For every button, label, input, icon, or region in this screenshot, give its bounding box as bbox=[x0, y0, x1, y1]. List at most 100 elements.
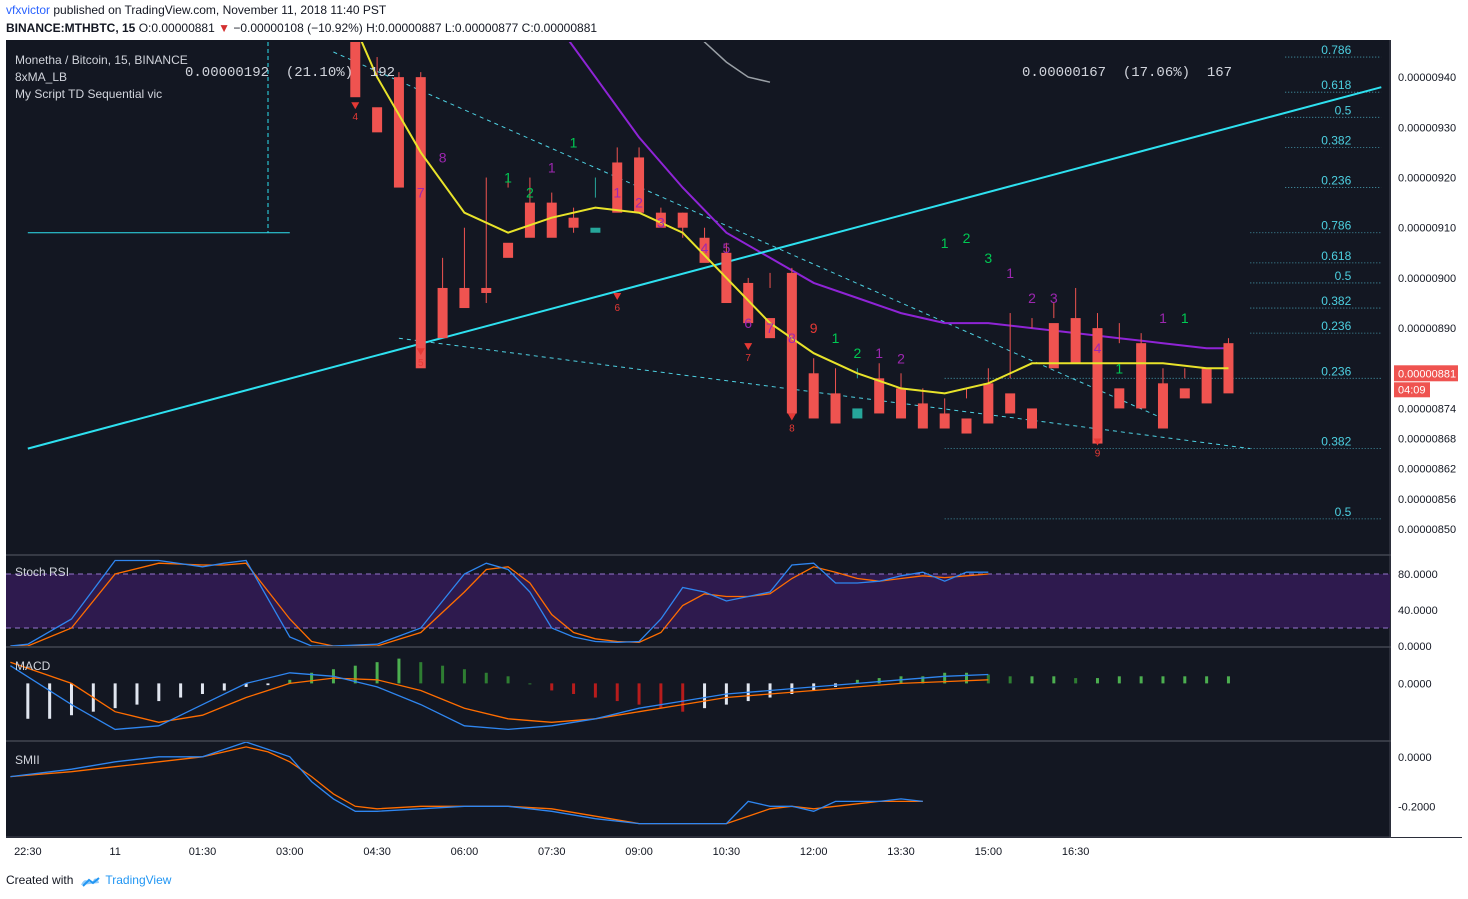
td-count-label: 7 bbox=[417, 185, 425, 201]
macd-histogram-bar bbox=[179, 683, 183, 698]
macd-histogram-bar bbox=[135, 683, 139, 705]
fib-middle-level-label: 0.786 bbox=[1321, 219, 1351, 233]
macd-histogram-bar bbox=[157, 683, 161, 702]
td-count-label: 1 bbox=[1159, 310, 1167, 326]
candle-down bbox=[415, 77, 426, 369]
open-label: O: bbox=[138, 21, 152, 35]
candle-down bbox=[503, 242, 514, 258]
macd-histogram-bar bbox=[397, 658, 401, 684]
fib-lower-level-label: 0.5 bbox=[1335, 505, 1352, 519]
td-count-label: 1 bbox=[832, 330, 840, 346]
close-label: C: bbox=[521, 21, 534, 35]
fib-middle-level-label: 0.236 bbox=[1321, 319, 1351, 333]
fib-upper-level-label: 0.382 bbox=[1321, 133, 1351, 147]
macd-histogram-bar bbox=[681, 683, 685, 712]
pane-title-stoch: Stoch RSI bbox=[15, 565, 69, 579]
candle-up bbox=[590, 227, 601, 233]
macd-histogram-bar bbox=[703, 683, 707, 709]
candle-down bbox=[896, 388, 907, 419]
channel-lower-line bbox=[398, 337, 1251, 450]
macd-histogram-bar bbox=[637, 683, 641, 705]
price-tick-label: 0.00000856 bbox=[1398, 494, 1456, 506]
author-link[interactable]: vfxvictor bbox=[6, 3, 51, 17]
td-count-label: 9 bbox=[810, 320, 818, 336]
time-axis-background bbox=[6, 838, 1462, 860]
time-tick-label: 09:00 bbox=[625, 846, 653, 858]
td-count-label: 4 bbox=[1094, 340, 1102, 356]
tradingview-logo-icon bbox=[81, 877, 101, 887]
footer: Created with TradingView bbox=[6, 873, 171, 888]
ma-slow-line bbox=[568, 42, 1229, 350]
macd-histogram-bar bbox=[69, 683, 73, 716]
time-tick-label: 04:30 bbox=[363, 846, 391, 858]
macd-histogram-bar bbox=[353, 665, 357, 684]
stoch-d-line bbox=[10, 562, 989, 646]
candle-down bbox=[481, 287, 492, 293]
macd-histogram-bar bbox=[200, 683, 204, 694]
channel-upper-line bbox=[333, 51, 1164, 419]
macd-histogram-bar bbox=[1030, 676, 1034, 684]
td-count-label: 2 bbox=[963, 230, 971, 246]
macd-line bbox=[10, 665, 989, 731]
measure-label-right: 0.00000167 (17.06%) 167 bbox=[1022, 65, 1232, 81]
macd-histogram-bar bbox=[965, 672, 969, 684]
td-count-label: 6 bbox=[744, 315, 752, 331]
macd-histogram-bar bbox=[310, 672, 314, 684]
candle-down bbox=[1157, 383, 1168, 429]
candle-down bbox=[677, 212, 688, 228]
td-sell-arrow-icon bbox=[744, 343, 753, 351]
macd-histogram-bar bbox=[943, 672, 947, 684]
fib-upper-level-label: 0.5 bbox=[1335, 103, 1352, 117]
pane-title-smii: SMII bbox=[15, 753, 40, 767]
td-count-label: 2 bbox=[526, 185, 534, 201]
footer-brand-link[interactable]: TradingView bbox=[105, 873, 172, 887]
chart-area[interactable]: 0.786 0.618 0.5 0.382 0.236 0.786 0.618 0.5 0.38… bbox=[6, 40, 1462, 860]
td-sell-arrow-icon bbox=[787, 413, 796, 421]
low-value: 0.00000877 bbox=[454, 21, 519, 35]
legend-title: Monetha / Bitcoin, 15, BINANCE bbox=[15, 53, 188, 67]
high-label: H: bbox=[366, 21, 379, 35]
td-count-label: 8 bbox=[788, 330, 796, 346]
ohlc-bar: BINANCE:MTHBTC, 15 O:0.00000881 ▼ −0.000… bbox=[6, 21, 597, 35]
macd-histogram-bar bbox=[441, 665, 445, 684]
time-tick-label: 16:30 bbox=[1062, 846, 1090, 858]
td-sell-arrow-icon bbox=[416, 348, 425, 356]
macd-histogram-bar bbox=[375, 662, 379, 684]
macd-histogram-bar bbox=[1205, 676, 1209, 684]
fib-upper-level-label: 0.236 bbox=[1321, 174, 1351, 188]
macd-histogram-bar bbox=[921, 676, 925, 684]
fib-middle-level-label: 0.382 bbox=[1321, 294, 1351, 308]
td-count-label: 1 bbox=[548, 160, 556, 176]
macd-histogram-bar bbox=[48, 683, 52, 719]
macd-histogram-bar bbox=[1117, 676, 1121, 684]
footer-created-with: Created with bbox=[6, 873, 74, 887]
macd-histogram-bar bbox=[288, 679, 292, 684]
candle-down bbox=[983, 383, 994, 424]
candle-down bbox=[1114, 388, 1125, 409]
macd-histogram-bar bbox=[1161, 676, 1165, 684]
td-count-label: 1 bbox=[1181, 310, 1189, 326]
candle-down bbox=[765, 318, 776, 339]
macd-signal-line bbox=[10, 661, 989, 723]
candle-down bbox=[786, 272, 797, 414]
td-count-label: 1 bbox=[1115, 360, 1123, 376]
stoch-band bbox=[6, 574, 1390, 628]
td-arrow-label: 6 bbox=[614, 303, 620, 314]
candle-up bbox=[852, 408, 863, 419]
price-tick-label: 0.00000930 bbox=[1398, 122, 1456, 134]
td-arrow-label: 5 bbox=[418, 358, 424, 369]
candle-down bbox=[830, 393, 841, 424]
macd-histogram-bar bbox=[1052, 676, 1056, 684]
macd-histogram-bar bbox=[659, 683, 663, 709]
candle-down bbox=[1005, 393, 1016, 414]
fib-lower-level-label: 0.382 bbox=[1321, 435, 1351, 449]
candle-down bbox=[350, 42, 361, 98]
candle-down bbox=[459, 287, 470, 309]
td-count-label: 1 bbox=[504, 170, 512, 186]
candle-down bbox=[699, 237, 710, 263]
candle-down bbox=[743, 282, 754, 324]
candle-down bbox=[1048, 323, 1059, 369]
macd-histogram-bar bbox=[484, 672, 488, 684]
macd-histogram-bar bbox=[1226, 676, 1230, 684]
candle-down bbox=[939, 413, 950, 429]
